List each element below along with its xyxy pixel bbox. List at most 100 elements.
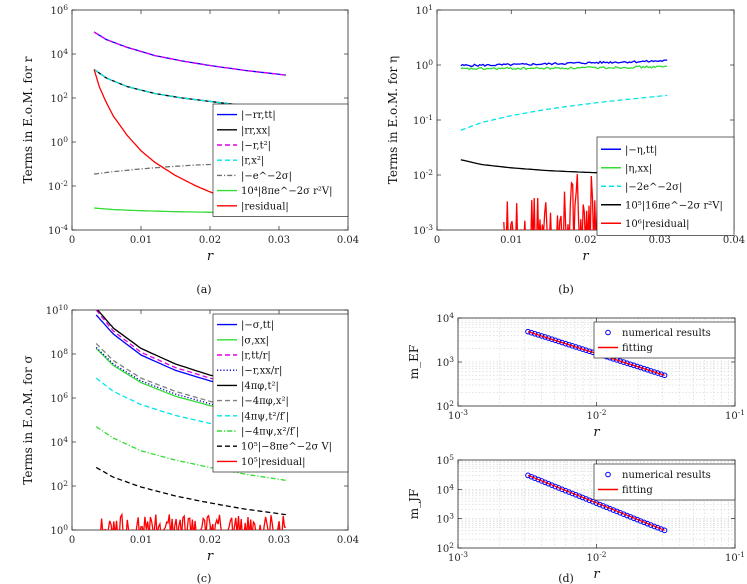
data-point bbox=[654, 524, 661, 531]
legend-marker bbox=[605, 471, 611, 478]
data-point bbox=[525, 328, 531, 335]
series-line bbox=[460, 59, 668, 68]
legend-label: fitting bbox=[622, 485, 653, 496]
x-tick-label: 0.04 bbox=[337, 535, 359, 546]
data-point bbox=[651, 369, 658, 375]
legend-label: |−r,xx/r| bbox=[241, 366, 282, 377]
panel-c: 0 0.01 0.02 0.03 0.04 100 102 104 106 108 1010 r Ter… bbox=[21, 303, 359, 564]
y-tick-label: 103 bbox=[436, 512, 454, 526]
y-tick-label: 106 bbox=[50, 391, 68, 405]
x-tick-label: 0 bbox=[69, 535, 75, 546]
data-point bbox=[644, 366, 651, 373]
data-point bbox=[535, 332, 542, 338]
legend-label: |−σ,tt| bbox=[241, 320, 274, 331]
caption-a: (a) bbox=[196, 283, 211, 296]
x-tick-label: 0.01 bbox=[130, 235, 152, 246]
legend-label: |r,tt/r| bbox=[241, 351, 271, 362]
data-point bbox=[562, 340, 569, 347]
legend-label: fitting bbox=[622, 343, 653, 354]
data-point bbox=[576, 345, 582, 351]
x-axis-label: r bbox=[207, 549, 214, 564]
legend-label: |−e^−2σ| bbox=[241, 171, 292, 182]
series-line bbox=[95, 426, 287, 482]
x-tick-label: 0.02 bbox=[574, 235, 596, 246]
series-line bbox=[95, 377, 287, 438]
x-axis-label: r bbox=[593, 425, 600, 440]
legend-marker bbox=[605, 329, 611, 336]
data-point bbox=[569, 343, 576, 349]
series-line bbox=[95, 466, 286, 516]
x-tick-label: 0.02 bbox=[199, 235, 221, 246]
y-tick-label: 101 bbox=[415, 3, 433, 17]
legend-label: |−r,t²| bbox=[241, 141, 271, 152]
caption-d: (d) bbox=[558, 572, 574, 584]
y-tick-label: 105 bbox=[436, 453, 454, 467]
legend-label: |4πψ,t²/f′| bbox=[241, 411, 289, 422]
x-tick-label: 10-3 bbox=[448, 408, 468, 422]
x-tick-label: 0.01 bbox=[500, 235, 522, 246]
data-point bbox=[525, 472, 531, 479]
data-point bbox=[661, 372, 668, 379]
y-axis-label: m_EF bbox=[407, 345, 421, 379]
data-point bbox=[641, 365, 647, 372]
data-point bbox=[648, 368, 654, 374]
data-point bbox=[531, 330, 538, 337]
y-axis-label: Terms in E.o.M. for σ bbox=[21, 355, 35, 484]
x-axis-label: r bbox=[207, 249, 214, 264]
data-point bbox=[545, 480, 552, 487]
series-line bbox=[100, 512, 286, 530]
y-axis-label: Terms in E.o.M. for η bbox=[386, 56, 400, 184]
data-point bbox=[572, 344, 579, 350]
y-tick-label: 100 bbox=[415, 58, 433, 72]
plot-area bbox=[525, 472, 668, 534]
y-tick-label: 102 bbox=[50, 91, 68, 105]
legend-box bbox=[593, 463, 736, 501]
x-tick-label: 0.04 bbox=[337, 235, 359, 246]
caption-b: (b) bbox=[558, 283, 574, 296]
legend-label: |−4πφ,x²| bbox=[241, 396, 289, 407]
y-tick-label: 100 bbox=[50, 523, 68, 537]
y-tick-label: 108 bbox=[50, 347, 68, 361]
data-point bbox=[583, 347, 589, 353]
y-tick-label: 104 bbox=[50, 47, 68, 61]
series-line bbox=[93, 68, 286, 111]
x-tick-label: 0.03 bbox=[268, 535, 290, 546]
panel-d-top: 10-3 10-2 10-1 102 103 104 r m_EF numerical resu… bbox=[407, 311, 745, 440]
legend-label: |residual| bbox=[241, 201, 289, 212]
x-tick-label: 0.02 bbox=[199, 535, 221, 546]
data-point bbox=[658, 526, 664, 532]
panel-b: 0 0.01 0.02 0.03 0.04 10-3 10-2 10-1 100 101 r Term… bbox=[386, 3, 745, 264]
data-point bbox=[583, 496, 589, 502]
y-tick-label: 1010 bbox=[46, 303, 69, 317]
y-tick-label: 10-4 bbox=[48, 223, 68, 237]
y-tick-label: 103 bbox=[436, 355, 454, 369]
x-axis-label: r bbox=[593, 567, 600, 582]
data-point bbox=[572, 491, 579, 498]
data-point bbox=[535, 476, 542, 483]
x-tick-label: 0 bbox=[69, 235, 75, 246]
y-axis-label: Terms in E.o.M. for r bbox=[21, 56, 35, 183]
series-line bbox=[527, 474, 665, 531]
y-tick-label: 104 bbox=[436, 482, 454, 496]
legend-label: 10⁴|8πe^−2σ r²V| bbox=[241, 186, 332, 197]
y-tick-label: 104 bbox=[436, 311, 454, 325]
x-tick-label: 0.04 bbox=[723, 235, 745, 246]
y-axis-label: m_JF bbox=[407, 489, 421, 520]
y-tick-label: 10-2 bbox=[413, 168, 433, 182]
data-point bbox=[586, 348, 593, 355]
x-tick-label: 0 bbox=[434, 235, 440, 246]
x-tick-label: 10-2 bbox=[586, 408, 606, 422]
data-point bbox=[528, 329, 535, 336]
legend-label: 10⁵|−8πe^−2σ V| bbox=[241, 442, 332, 453]
x-tick-label: 10-1 bbox=[725, 408, 745, 422]
y-tick-label: 102 bbox=[50, 479, 68, 493]
y-tick-label: 102 bbox=[436, 399, 454, 413]
legend-label: |−rr,tt| bbox=[241, 110, 276, 121]
data-point bbox=[528, 473, 535, 480]
y-tick-label: 10-2 bbox=[48, 179, 68, 193]
series-line bbox=[460, 94, 668, 131]
panel-d-bottom: 10-3 10-2 10-1 102 103 104 105 r m_JF numerical r… bbox=[407, 453, 745, 582]
legend-label: 10⁵|residual| bbox=[241, 457, 306, 468]
series-line bbox=[93, 31, 286, 76]
